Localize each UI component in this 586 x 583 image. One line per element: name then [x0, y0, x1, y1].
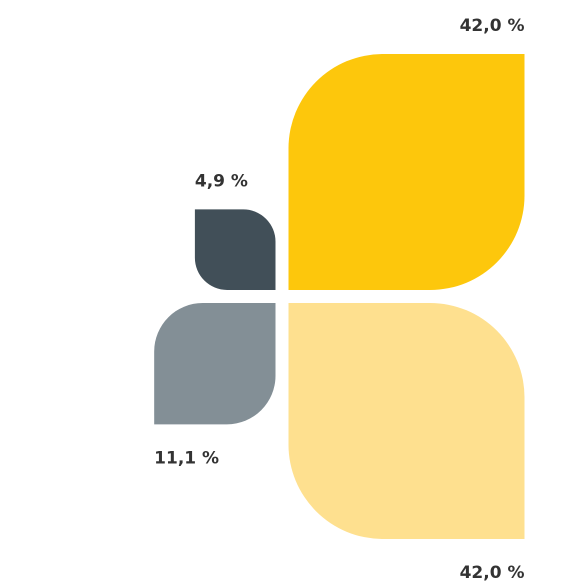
leaf	[288, 303, 525, 539]
leaf	[154, 303, 276, 425]
value-label: 4,9 %	[195, 171, 248, 191]
value-label: 42,0 %	[460, 16, 525, 36]
leaf	[288, 54, 525, 290]
value-label: 11,1 %	[154, 448, 219, 468]
leaf	[194, 209, 276, 290]
value-label: 42,0 %	[460, 563, 525, 583]
